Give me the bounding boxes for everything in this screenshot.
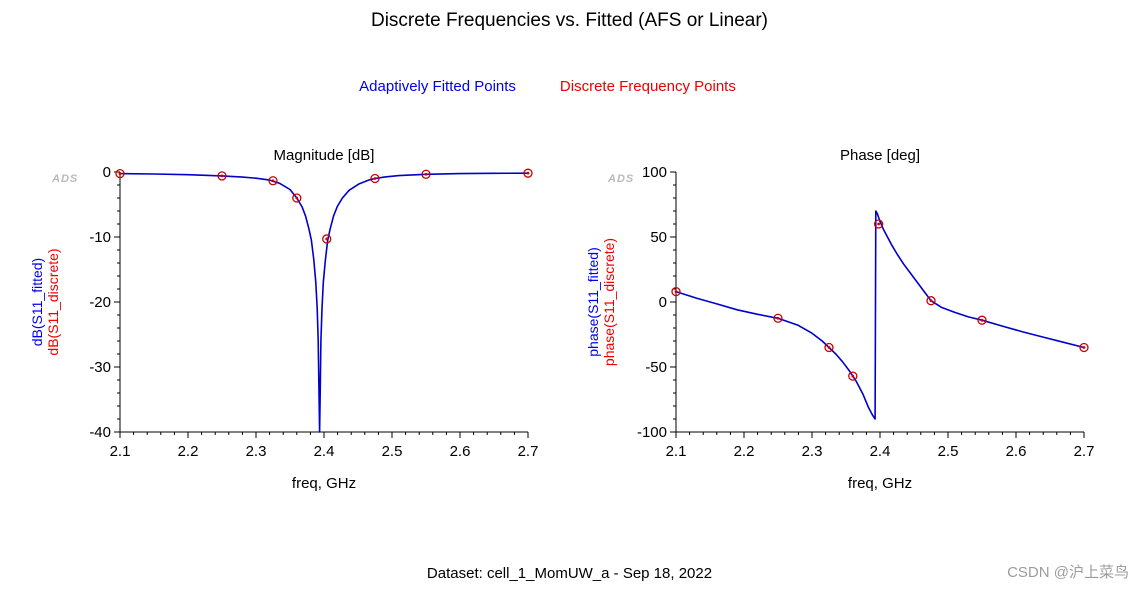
x-tick-label: 2.4 <box>870 443 891 460</box>
discrete-point-center <box>373 177 377 180</box>
discrete-point-center <box>674 290 678 293</box>
y-tick-label: -40 <box>89 424 111 441</box>
y-tick-label: -100 <box>637 424 667 441</box>
y-tick-label: -50 <box>645 359 667 376</box>
x-tick-label: 2.4 <box>314 443 335 460</box>
discrete-point-marker <box>292 193 302 203</box>
discrete-point-marker <box>1079 342 1089 353</box>
x-axis-title: freq, GHz <box>292 475 356 492</box>
x-tick-label: 2.2 <box>734 443 755 460</box>
discrete-point-center <box>980 318 984 322</box>
y-axis-title-fitted: dB(S11_fitted) <box>30 258 45 346</box>
csdn-watermark: CSDN @沪上菜鸟 <box>1007 564 1129 581</box>
y-tick-label: 0 <box>659 294 667 311</box>
discrete-point-center <box>271 179 275 183</box>
x-tick-label: 2.3 <box>802 443 823 460</box>
discrete-point-center <box>776 316 780 320</box>
discrete-point-marker <box>873 219 884 229</box>
chart-title: Phase [deg] <box>840 147 920 164</box>
y-tick-label: 0 <box>103 164 111 181</box>
legend-item-discrete: Discrete Frequency Points <box>559 78 736 95</box>
discrete-point-marker <box>824 342 834 353</box>
x-tick-label: 2.6 <box>1006 443 1027 460</box>
y-tick-label: 100 <box>642 164 667 181</box>
discrete-point-marker <box>671 286 681 297</box>
discrete-point-center <box>851 374 855 378</box>
magnitude-chart: 2.1 2.2 2.3 2.4 2.5 2.6 2.7 0 -10 -20 -30 -40 Magnit… <box>30 147 539 492</box>
discrete-point-marker <box>848 371 858 381</box>
discrete-point-center <box>220 174 224 178</box>
fitted-curve <box>119 172 529 433</box>
discrete-point-marker <box>115 168 125 179</box>
discrete-point-marker <box>926 296 936 306</box>
x-axis-title: freq, GHz <box>848 475 912 492</box>
legend: Adaptively Fitted Points Discrete Freque… <box>0 78 1117 95</box>
chart-title: Magnitude [dB] <box>274 147 375 164</box>
x-tick-label: 2.1 <box>110 443 131 460</box>
x-tick-label: 2.3 <box>246 443 267 460</box>
discrete-point-marker <box>217 171 227 181</box>
y-tick-label: -20 <box>89 294 111 311</box>
x-tick-label: 2.5 <box>938 443 959 460</box>
x-tick-label: 2.2 <box>178 443 199 460</box>
ads-logo: ADS <box>607 173 634 185</box>
page-title: Discrete Frequencies vs. Fitted (AFS or … <box>370 10 769 31</box>
y-tick-label: -10 <box>89 229 111 246</box>
discrete-point-center <box>1082 346 1086 349</box>
discrete-point-center <box>877 222 881 226</box>
dataset-caption: Dataset: cell_1_MomUW_a - Sep 18, 2022 <box>426 565 713 582</box>
discrete-point-center <box>526 171 530 175</box>
x-tick-label: 2.7 <box>1074 443 1095 460</box>
legend-item-fitted: Adaptively Fitted Points <box>359 78 516 95</box>
discrete-point-center <box>929 299 933 303</box>
discrete-point-center <box>827 346 831 349</box>
y-tick-label: 50 <box>650 229 667 246</box>
discrete-point-marker <box>977 315 987 325</box>
y-tick-label: -30 <box>89 359 111 376</box>
discrete-point-marker <box>268 176 278 186</box>
discrete-point-center <box>118 172 122 176</box>
y-axis-title-discrete: phase(S11_discrete) <box>601 238 617 366</box>
y-axis-title-discrete: dB(S11_discrete) <box>45 248 61 355</box>
discrete-point-marker <box>773 313 783 323</box>
phase-chart: 2.1 2.2 2.3 2.4 2.5 2.6 2.7 100 50 0 -50 -100 Phase … <box>586 147 1095 492</box>
discrete-point-center <box>295 196 299 200</box>
discrete-point-marker <box>322 234 332 244</box>
x-tick-label: 2.5 <box>382 443 403 460</box>
y-axis-title-fitted: phase(S11_fitted) <box>586 247 601 356</box>
discrete-point-center <box>325 237 329 241</box>
x-tick-label: 2.7 <box>518 443 539 460</box>
discrete-point-marker <box>523 168 533 178</box>
discrete-point-center <box>424 172 428 176</box>
ads-logo: ADS <box>51 173 78 185</box>
x-tick-label: 2.1 <box>666 443 687 460</box>
x-tick-label: 2.6 <box>450 443 471 460</box>
fitted-curve <box>675 210 1085 420</box>
discrete-point-marker <box>370 173 380 184</box>
discrete-point-marker <box>421 169 431 179</box>
